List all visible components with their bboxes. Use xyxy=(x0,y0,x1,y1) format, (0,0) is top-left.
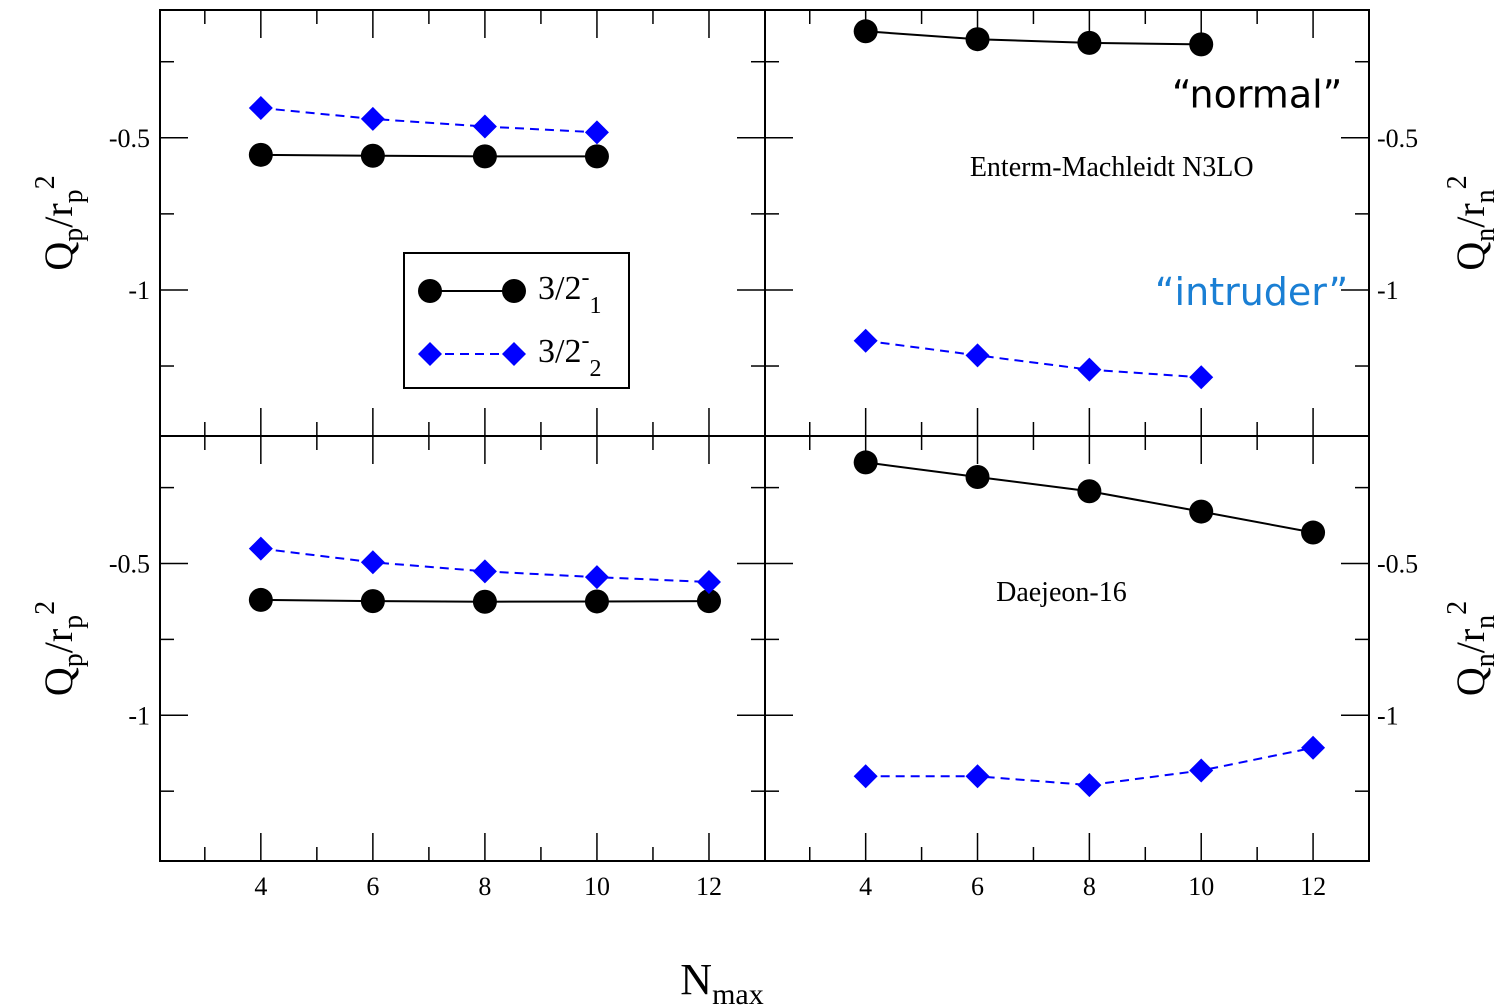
panel-top-right: -0.5 -1 Qn/rn2 Enterm-Machleidt N3LO “normal… xyxy=(764,9,1501,437)
y-axis-label: Qp/rp2 xyxy=(30,175,89,270)
panel-bottom-right: -0.5 -1 Qn/rn2 Daejeon-16 4 6 8 10 12 xyxy=(764,435,1501,901)
panel-frame xyxy=(159,435,766,862)
annotation: “intruder” xyxy=(1155,270,1348,314)
data-point xyxy=(1301,735,1326,760)
annotation: Daejeon-16 xyxy=(996,577,1127,608)
legend-label-1: 3/2-1 xyxy=(538,265,601,319)
legend-marker xyxy=(418,279,442,303)
data-point xyxy=(472,144,497,169)
x-tick-label: 12 xyxy=(1300,872,1326,901)
x-tick-label: 10 xyxy=(584,872,610,901)
panel-bottom-left: -0.5 -1 Qp/rp2 4 6 8 10 12 xyxy=(30,435,766,901)
series-line-2 xyxy=(865,339,1202,379)
y-axis-label: Qn/rn2 xyxy=(1442,601,1501,696)
y-tick-label: -0.5 xyxy=(109,124,150,153)
series-line-2 xyxy=(260,106,597,134)
data-point xyxy=(360,589,385,614)
x-tick-label: 8 xyxy=(478,872,491,901)
data-point xyxy=(248,95,273,120)
data-point xyxy=(584,565,609,590)
data-point xyxy=(853,19,878,44)
x-tick-label: 4 xyxy=(859,872,872,901)
data-point xyxy=(360,550,385,575)
data-point xyxy=(248,142,273,167)
y-axis-label: Qp/rp2 xyxy=(30,601,89,696)
y-tick-label: -1 xyxy=(1377,276,1399,305)
data-point xyxy=(853,328,878,353)
legend-box xyxy=(403,252,630,389)
x-tick-label: 10 xyxy=(1188,872,1214,901)
data-point xyxy=(965,343,990,368)
data-point xyxy=(853,450,878,475)
x-tick-label: 6 xyxy=(971,872,984,901)
data-point xyxy=(1077,773,1102,798)
panel-frame xyxy=(764,435,1370,862)
data-point xyxy=(248,587,273,612)
y-tick-label: -0.5 xyxy=(109,550,150,579)
x-tick-label: 4 xyxy=(254,872,267,901)
legend-marker xyxy=(418,342,442,366)
data-point xyxy=(1189,365,1214,390)
data-point xyxy=(360,106,385,131)
data-point xyxy=(584,144,609,169)
data-point xyxy=(696,589,721,614)
data-point xyxy=(248,536,273,561)
y-tick-label: -1 xyxy=(1377,701,1399,730)
data-point xyxy=(584,589,609,614)
data-point xyxy=(360,143,385,168)
annotation: Enterm-Machleidt N3LO xyxy=(970,152,1254,183)
panel-top-left: -0.5 -1 Qp/rp2 xyxy=(30,9,766,437)
data-point xyxy=(1301,520,1326,545)
y-tick-label: -1 xyxy=(128,701,150,730)
data-point xyxy=(965,464,990,489)
series-line-1 xyxy=(865,30,1202,46)
y-tick-label: -0.5 xyxy=(1377,550,1418,579)
y-tick-label: -1 xyxy=(128,276,150,305)
data-point xyxy=(1189,499,1214,524)
data-point xyxy=(472,589,497,614)
data-point xyxy=(1077,357,1102,382)
x-axis-label: Nmax xyxy=(680,955,763,1006)
legend-marker xyxy=(502,342,526,366)
data-point xyxy=(965,27,990,52)
data-point xyxy=(1189,32,1214,57)
data-point xyxy=(584,120,609,145)
legend-marker xyxy=(502,279,526,303)
data-point xyxy=(1077,479,1102,504)
data-point xyxy=(472,559,497,584)
data-point xyxy=(965,764,990,789)
data-point xyxy=(1189,758,1214,783)
legend-label-2: 3/2-2 xyxy=(538,328,601,382)
y-axis-label: Qn/rn2 xyxy=(1442,175,1501,270)
y-tick-label: -0.5 xyxy=(1377,124,1418,153)
data-point xyxy=(696,570,721,595)
legend: 3/2-1 3/2-2 xyxy=(403,252,630,389)
data-point xyxy=(472,114,497,139)
data-point xyxy=(853,764,878,789)
x-tick-label: 8 xyxy=(1083,872,1096,901)
series-line-1 xyxy=(260,153,597,158)
x-tick-label: 12 xyxy=(696,872,722,901)
data-point xyxy=(1077,30,1102,55)
x-tick-label: 6 xyxy=(366,872,379,901)
annotation: “normal” xyxy=(1172,72,1342,116)
